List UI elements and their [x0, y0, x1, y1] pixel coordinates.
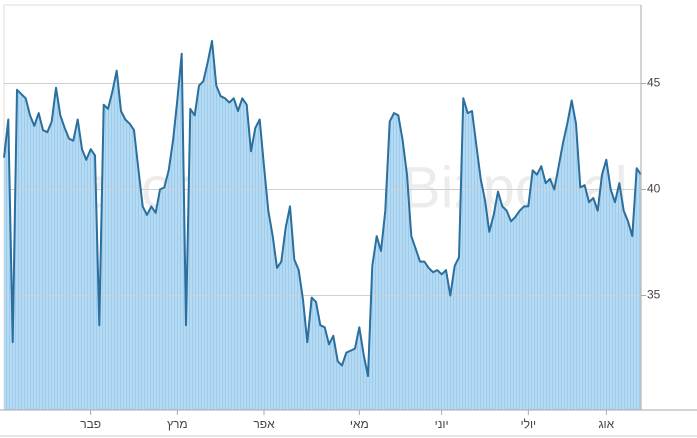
y-tick-label: 45: [647, 76, 661, 90]
line: [3, 40, 642, 378]
y-tick-label: 35: [647, 288, 661, 302]
x-tick-label: יוני: [435, 417, 449, 431]
x-tick-label: מרץ: [167, 417, 188, 431]
x-tick-label: אפר: [253, 417, 275, 431]
area-fill: [4, 41, 641, 410]
x-tick-label: יולי: [520, 417, 536, 431]
x-tick-label: אוג: [598, 417, 614, 431]
x-tick-label: פבר: [80, 417, 101, 431]
y-tick-label: 40: [647, 182, 661, 196]
x-tick-label: מאי: [350, 417, 369, 431]
